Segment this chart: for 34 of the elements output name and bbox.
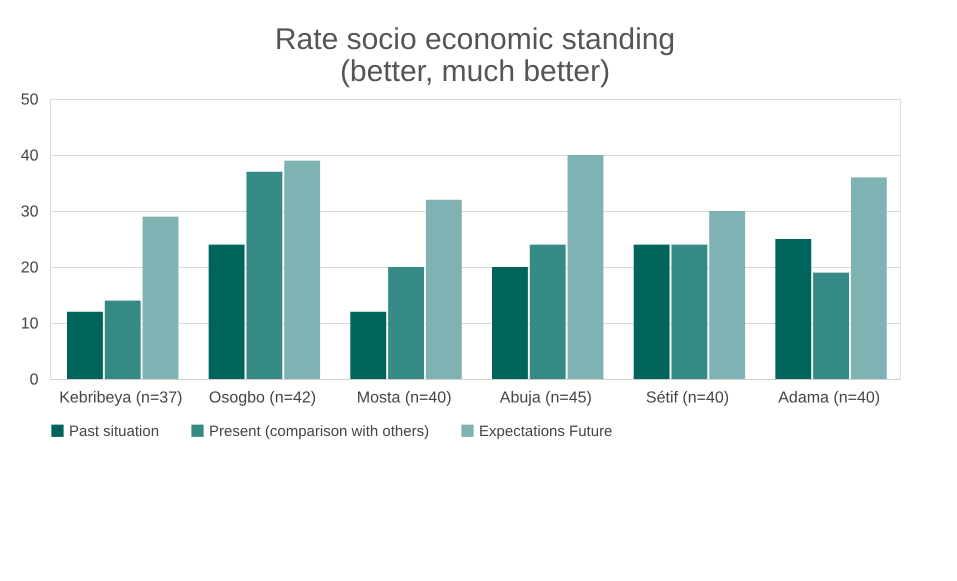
y-tick-label: 20: [20, 260, 39, 276]
chart-title: Rate socio economic standing (better, much better): [274, 23, 676, 88]
bar: [67, 312, 103, 379]
x-tick-label: Sétif (n=40): [646, 390, 730, 406]
legend-label: Expectations Future: [479, 422, 612, 440]
bar: [208, 244, 245, 379]
bar: [426, 200, 462, 379]
bar: [388, 267, 424, 379]
bar: [142, 216, 178, 379]
x-tick-label: Adama (n=40): [778, 390, 880, 406]
bar: [350, 312, 386, 379]
bar: [530, 244, 566, 379]
x-tick-label: Kebribeya (n=37): [59, 390, 182, 406]
bar: [813, 272, 849, 379]
y-tick-label: 10: [20, 316, 39, 332]
bar: [709, 211, 746, 379]
x-tick-label: Osogbo (n=42): [208, 390, 316, 406]
bar: [850, 177, 887, 379]
y-tick-label: 40: [20, 148, 39, 164]
bar: [568, 155, 604, 379]
bar: [246, 172, 282, 379]
bar: [634, 244, 670, 379]
y-tick-label: 30: [20, 204, 39, 220]
y-tick-label: 0: [30, 372, 39, 388]
bar: [492, 267, 528, 379]
legend-label: Present (comparison with others): [209, 422, 430, 440]
bar: [671, 244, 708, 379]
legend-label: Past situation: [69, 422, 160, 440]
x-tick-label: Mosta (n=40): [356, 390, 452, 406]
bar: [104, 300, 141, 379]
bar: [775, 239, 812, 379]
bar: [284, 160, 320, 379]
x-tick-label: Abuja (n=45): [500, 390, 592, 406]
y-tick-label: 50: [20, 92, 39, 108]
